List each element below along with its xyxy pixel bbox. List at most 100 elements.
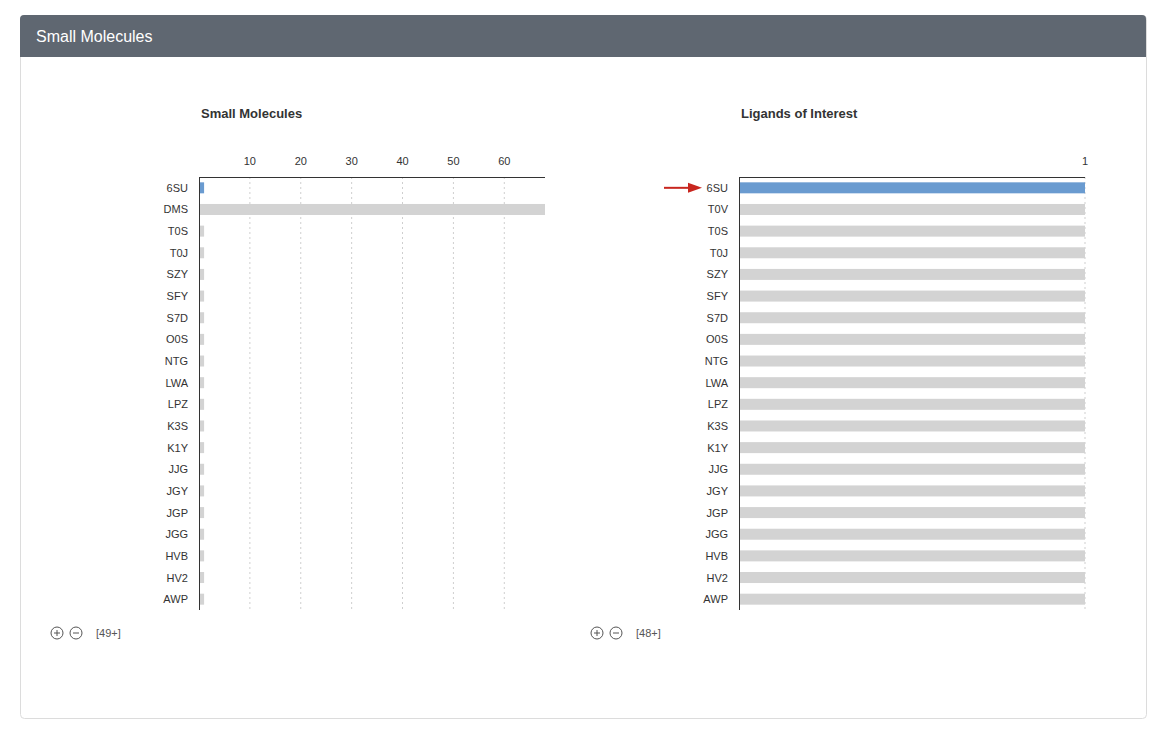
category-label: T0J — [710, 247, 728, 259]
category-label: JGY — [707, 485, 729, 497]
bar — [739, 182, 1085, 193]
bar — [739, 291, 1085, 302]
category-label: JJG — [708, 463, 728, 475]
category-label: DMS — [164, 203, 188, 215]
bar — [739, 529, 1085, 540]
zoom-out-circle — [610, 627, 622, 639]
arrow-shaft — [664, 187, 690, 189]
tick-label: 40 — [396, 155, 408, 167]
category-label: K1Y — [707, 442, 728, 454]
bar — [739, 507, 1085, 518]
category-label: 6SU — [707, 182, 728, 194]
category-label: K1Y — [167, 442, 188, 454]
bar — [739, 550, 1085, 561]
zoom-in-circle — [591, 627, 603, 639]
category-label: O0S — [706, 333, 728, 345]
grid-line — [249, 177, 250, 610]
zoom-in-sign — [594, 630, 600, 636]
category-label: LWA — [705, 377, 728, 389]
category-label: SFY — [707, 290, 729, 302]
chart-title: Small Molecules — [201, 106, 302, 121]
category-label: LPZ — [168, 398, 188, 410]
bar — [739, 485, 1085, 496]
tick-label: 60 — [498, 155, 510, 167]
category-label: NTG — [165, 355, 188, 367]
more-count: [48+] — [636, 627, 661, 639]
chart: Ligands of Interest16SUT0VT0ST0JSZYSFYS7… — [591, 106, 1088, 639]
bar — [739, 312, 1085, 323]
grid-line — [504, 177, 505, 610]
category-label: HV2 — [707, 572, 728, 584]
category-label: 6SU — [167, 182, 188, 194]
x-axis — [739, 177, 1085, 178]
grid-line — [351, 177, 352, 610]
category-label: JGP — [167, 507, 188, 519]
category-label: T0J — [170, 247, 188, 259]
page: Small Molecules Small Molecules 10 20 30 40 50… — [0, 0, 1170, 737]
category-label: S7D — [167, 312, 188, 324]
grid-line — [1085, 177, 1086, 610]
bar — [739, 334, 1085, 345]
category-label: NTG — [705, 355, 728, 367]
chart: Small Molecules 10 20 30 40 50 60 6SU DMS T0S T0J S… — [51, 106, 545, 639]
bar — [739, 420, 1085, 431]
bar — [739, 204, 1085, 215]
category-label: O0S — [166, 333, 188, 345]
category-label: HVB — [705, 550, 728, 562]
grid-line — [402, 177, 403, 610]
zoom-in-circle — [51, 627, 63, 639]
bar — [739, 269, 1085, 280]
zoom-out-sign — [73, 633, 79, 634]
category-label: JGG — [165, 528, 188, 540]
y-axis — [739, 177, 740, 610]
category-label: K3S — [707, 420, 728, 432]
category-label: T0S — [168, 225, 188, 237]
panel — [21, 16, 1147, 719]
bar — [739, 377, 1085, 388]
tick-label: 30 — [346, 155, 358, 167]
bar — [739, 356, 1085, 367]
bar — [739, 442, 1085, 453]
category-label: LPZ — [708, 398, 728, 410]
more-count: [49+] — [96, 627, 121, 639]
tick-label: 20 — [295, 155, 307, 167]
category-label: LWA — [165, 377, 188, 389]
tick-label: 50 — [447, 155, 459, 167]
y-axis — [199, 177, 200, 610]
bar — [199, 204, 545, 215]
category-label: JGY — [167, 485, 189, 497]
zoom-in[interactable] — [51, 627, 63, 639]
bar — [739, 464, 1085, 475]
bar — [739, 226, 1085, 237]
category-label: JGG — [705, 528, 728, 540]
bars — [199, 182, 545, 604]
bar — [739, 572, 1085, 583]
category-label: HVB — [165, 550, 188, 562]
zoom-out[interactable] — [70, 627, 82, 639]
zoom-in[interactable] — [591, 627, 603, 639]
category-label: AWP — [703, 593, 728, 605]
bar — [739, 399, 1085, 410]
panel-header — [20, 15, 1146, 57]
bar — [739, 247, 1085, 258]
chart-title: Ligands of Interest — [741, 106, 858, 121]
grid-line — [453, 177, 454, 610]
zoom-out[interactable] — [610, 627, 622, 639]
bars — [739, 182, 1085, 604]
tick-label: 10 — [244, 155, 256, 167]
zoom-out-circle — [70, 627, 82, 639]
grid-line — [300, 177, 301, 610]
tick-label: 1 — [1082, 155, 1088, 167]
zoom-in-sign — [54, 630, 60, 636]
zoom-out-sign — [613, 633, 619, 634]
bar — [739, 594, 1085, 605]
category-label: HV2 — [167, 572, 188, 584]
category-label: SZY — [707, 268, 729, 280]
category-label: SFY — [167, 290, 189, 302]
category-label: SZY — [167, 268, 189, 280]
panel-title: Small Molecules — [36, 28, 152, 45]
category-label: T0V — [708, 203, 729, 215]
arrow-head — [688, 183, 702, 193]
category-label: JGP — [707, 507, 728, 519]
category-label: K3S — [167, 420, 188, 432]
